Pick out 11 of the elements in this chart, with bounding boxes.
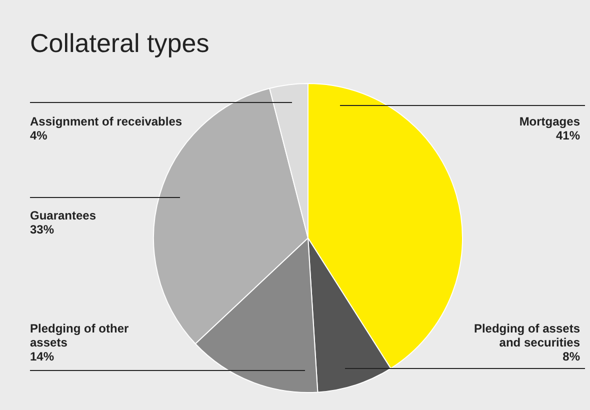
data-label: 4% — [30, 128, 48, 142]
slice-label: Assignment of receivables — [30, 114, 182, 128]
slice-label: Pledging of other assets — [30, 321, 129, 350]
data-label: 14% — [30, 349, 54, 364]
slice-label: Pledging of assets and securities — [474, 321, 580, 350]
data-label: 8% — [562, 349, 580, 364]
data-label: 41% — [556, 128, 580, 142]
chart-title: Collateral types — [30, 28, 210, 59]
data-label: 33% — [30, 222, 54, 236]
slice-label: Guarantees — [30, 208, 96, 222]
slice-label: Mortgages — [519, 114, 580, 128]
